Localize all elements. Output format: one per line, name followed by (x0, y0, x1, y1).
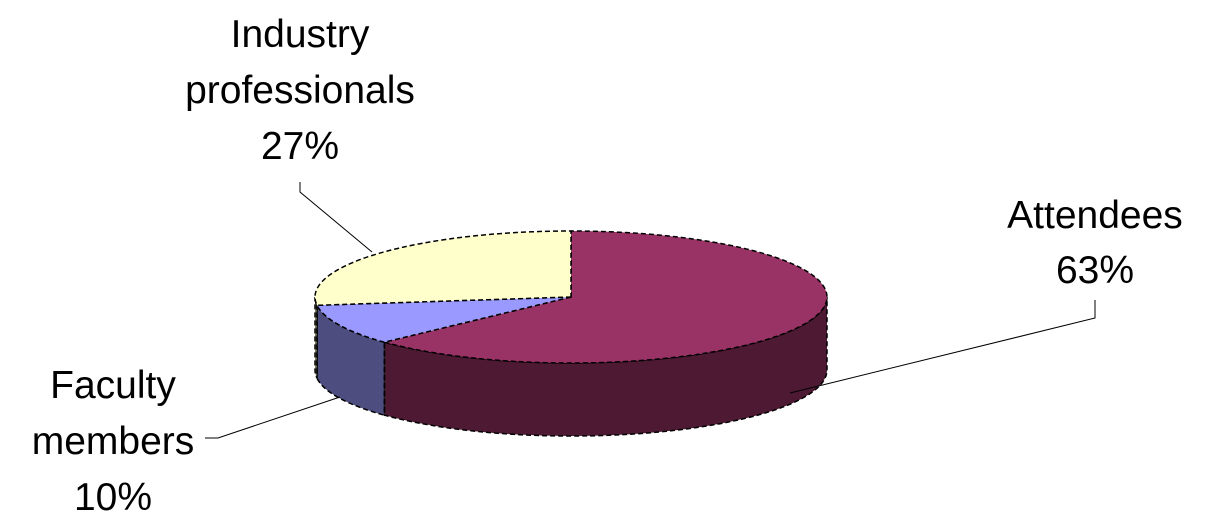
label-faculty-line2: members (32, 420, 195, 463)
leader-line-industry-professionals (299, 182, 373, 253)
leader-line-faculty-members (205, 396, 341, 439)
label-industry-line2: professionals (185, 69, 415, 112)
pie-slice-faculty-members (315, 296, 572, 343)
pie-slice-industry-professionals (314, 230, 572, 307)
label-industry-percent: 27% (261, 125, 339, 168)
leader-line-attendees (789, 300, 1096, 394)
label-attendees-line1: Attendees (1007, 194, 1183, 237)
pie-sides (314, 296, 828, 437)
pie-slice-attendees (384, 230, 828, 364)
pie-tops (314, 230, 828, 364)
leader-lines (205, 182, 1096, 439)
label-industry-line1: Industry (231, 13, 370, 56)
label-faculty-percent: 10% (74, 476, 152, 519)
label-attendees-percent: 63% (1056, 249, 1134, 292)
label-faculty-line1: Faculty (50, 364, 176, 407)
